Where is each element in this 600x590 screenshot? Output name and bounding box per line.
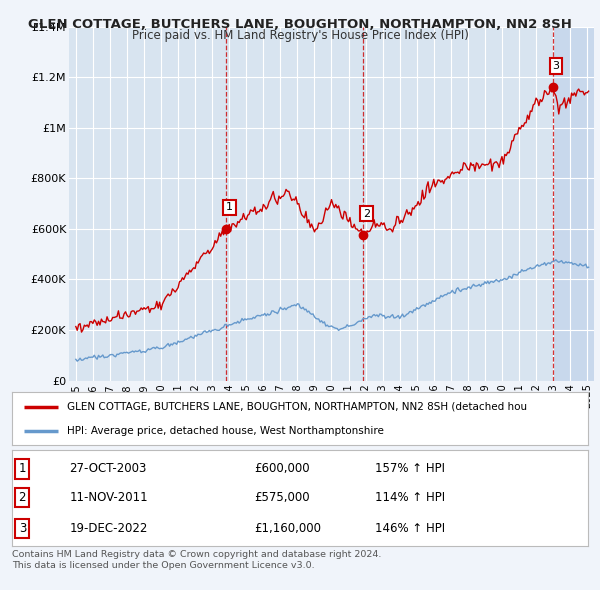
Text: 2: 2 <box>19 491 26 504</box>
Text: 11-NOV-2011: 11-NOV-2011 <box>70 491 148 504</box>
Text: 157% ↑ HPI: 157% ↑ HPI <box>375 463 445 476</box>
Text: 2: 2 <box>363 209 370 219</box>
Text: Contains HM Land Registry data © Crown copyright and database right 2024.: Contains HM Land Registry data © Crown c… <box>12 550 382 559</box>
Text: £600,000: £600,000 <box>254 463 310 476</box>
Text: 114% ↑ HPI: 114% ↑ HPI <box>375 491 445 504</box>
Text: 1: 1 <box>226 202 233 212</box>
Text: Price paid vs. HM Land Registry's House Price Index (HPI): Price paid vs. HM Land Registry's House … <box>131 30 469 42</box>
Text: £1,160,000: £1,160,000 <box>254 522 321 535</box>
Text: 1: 1 <box>19 463 26 476</box>
Text: This data is licensed under the Open Government Licence v3.0.: This data is licensed under the Open Gov… <box>12 560 314 569</box>
Text: GLEN COTTAGE, BUTCHERS LANE, BOUGHTON, NORTHAMPTON, NN2 8SH (detached hou: GLEN COTTAGE, BUTCHERS LANE, BOUGHTON, N… <box>67 402 527 412</box>
Text: HPI: Average price, detached house, West Northamptonshire: HPI: Average price, detached house, West… <box>67 426 383 436</box>
Bar <box>553 27 594 381</box>
Text: 27-OCT-2003: 27-OCT-2003 <box>70 463 147 476</box>
Text: £575,000: £575,000 <box>254 491 310 504</box>
Text: GLEN COTTAGE, BUTCHERS LANE, BOUGHTON, NORTHAMPTON, NN2 8SH: GLEN COTTAGE, BUTCHERS LANE, BOUGHTON, N… <box>28 18 572 31</box>
Text: 3: 3 <box>19 522 26 535</box>
Text: 19-DEC-2022: 19-DEC-2022 <box>70 522 148 535</box>
Text: 3: 3 <box>553 61 559 71</box>
Text: 146% ↑ HPI: 146% ↑ HPI <box>375 522 445 535</box>
